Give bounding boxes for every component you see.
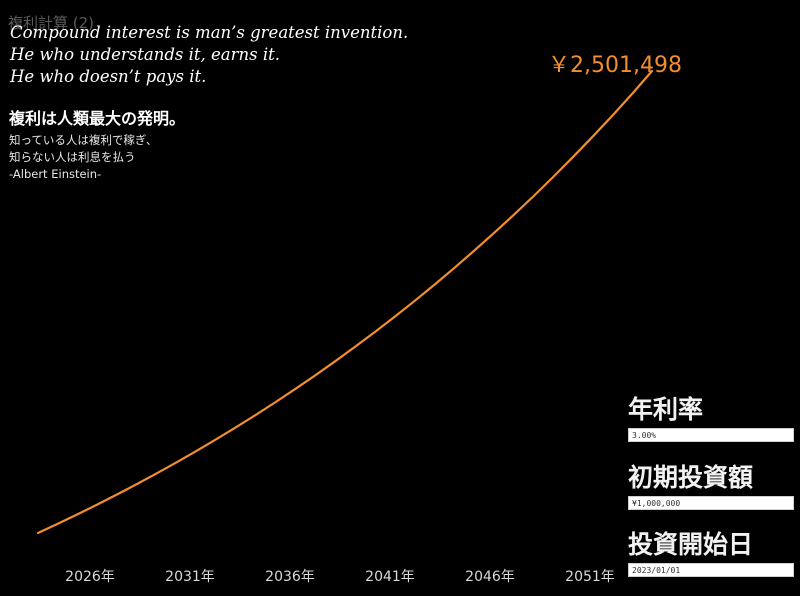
x-tick-label: 2041年 [365,569,415,585]
x-tick-label: 2031年 [165,569,215,585]
annual-rate-input[interactable]: 3.00% [628,428,794,442]
x-tick-label: 2036年 [265,569,315,585]
x-tick-label: 2051年 [565,569,615,585]
initial-investment-control: 初期投資額 ¥1,000,000 [628,463,794,510]
series-line[interactable] [36,69,654,535]
japanese-heading: 複利は人類最大の発明。 [9,109,186,128]
japanese-quote: 知っている人は複利で稼ぎ、 知らない人は利息を払う -Albert Einste… [9,132,157,183]
annual-rate-label: 年利率 [628,395,704,424]
x-tick-label: 2026年 [65,569,115,585]
quote-line: Compound interest is man’s greatest inve… [10,23,409,42]
quote-line: He who understands it, earns it. [10,45,281,64]
quote-attribution: -Albert Einstein- [9,167,102,181]
start-date-control: 投資開始日 2023/01/01 [628,530,794,577]
x-tick-label: 2046年 [465,569,515,585]
quote-line: He who doesn’t pays it. [10,67,207,86]
initial-investment-input[interactable]: ¥1,000,000 [628,496,794,510]
sheet-title: 複利計算 (2) [8,14,95,32]
start-date-label: 投資開始日 [628,530,754,559]
end-value-label: ￥2,501,498 [548,53,682,78]
japanese-quote-line: 知らない人は利息を払う [9,150,136,164]
annual-rate-control: 年利率 3.00% [628,395,794,442]
einstein-quote-english: Compound interest is man’s greatest inve… [10,22,408,88]
japanese-quote-line: 知っている人は複利で稼ぎ、 [9,133,158,147]
initial-investment-label: 初期投資額 [628,463,754,492]
start-date-input[interactable]: 2023/01/01 [628,563,794,577]
